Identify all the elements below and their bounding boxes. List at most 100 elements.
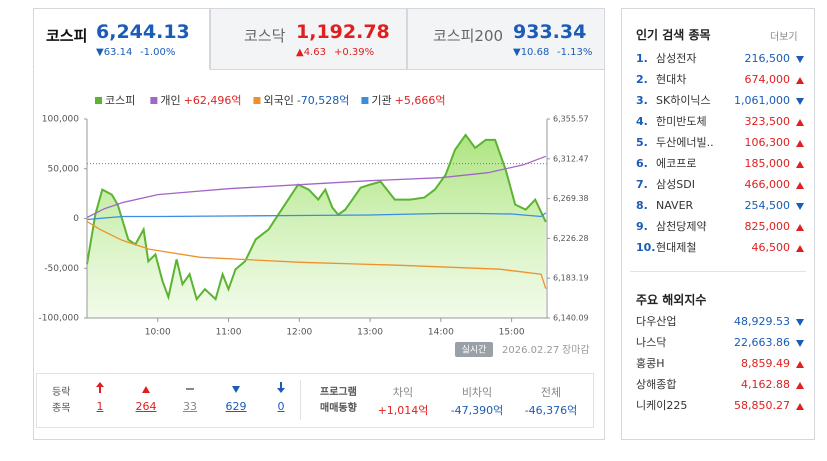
tab-change: ▼10.68 <box>513 47 550 58</box>
tab-name: 코스피200 <box>433 27 504 45</box>
popular-row[interactable]: 9. 삼천당제약 825,000 <box>636 218 806 236</box>
rank: 6. <box>636 157 648 170</box>
index-value: 58,850.27 <box>734 399 790 412</box>
index-name: 다우산업 <box>636 315 677 328</box>
tab-name: 코스닥 <box>244 27 286 45</box>
popular-row[interactable]: 4. 한미반도체 323,500 <box>636 113 806 131</box>
x-tick-label: 14:00 <box>428 328 454 338</box>
breadth-value[interactable]: 264 <box>135 400 157 413</box>
y2-tick-label: 6,312.47 <box>553 154 589 163</box>
overseas-row[interactable]: 다우산업 48,929.53 <box>636 313 806 331</box>
legend-label: 코스피 <box>105 94 135 107</box>
program-col-value: -46,376억 <box>524 404 578 417</box>
legend-value: +5,666억 <box>395 94 446 107</box>
trend-icon <box>796 77 804 84</box>
rank: 4. <box>636 115 648 128</box>
popular-row[interactable]: 10. 현대제철 46,500 <box>636 239 806 257</box>
rank: 7. <box>636 178 648 191</box>
popular-row[interactable]: 3. SK하이닉스 1,061,000 <box>636 92 806 110</box>
popular-row[interactable]: 5. 두산에너빌.. 106,300 <box>636 134 806 152</box>
legend-swatch <box>361 97 369 104</box>
legend-swatch <box>95 97 102 104</box>
index-value: 4,162.88 <box>741 378 790 391</box>
popular-row[interactable]: 7. 삼성SDI 466,000 <box>636 176 806 194</box>
stock-name: 삼성전자 <box>656 52 697 65</box>
y-tick-label: 100,000 <box>42 115 79 125</box>
popular-row[interactable]: 1. 삼성전자 216,500 <box>636 50 806 68</box>
program-col-name: 차익 <box>392 386 414 399</box>
stock-name: 현대제철 <box>656 241 697 254</box>
breadth-value[interactable]: 33 <box>183 400 197 413</box>
trend-icon <box>796 140 804 147</box>
x-tick-label: 15:00 <box>499 328 525 338</box>
stock-name: 에코프로 <box>656 157 697 170</box>
trend-icon <box>796 203 804 210</box>
trend-icon <box>796 245 804 252</box>
tab-change: ▼63.14 <box>96 47 133 58</box>
legend-label: 기관 <box>371 94 391 107</box>
tab-rate: -1.13% <box>557 47 593 58</box>
popular-row[interactable]: 6. 에코프로 185,000 <box>636 155 806 173</box>
stock-price: 254,500 <box>744 199 791 212</box>
tab[interactable]: 코스닥 1,192.78 ▲4.63 +0.39% <box>210 8 407 70</box>
index-name: 상해종합 <box>636 378 677 391</box>
index-name: 홍콩H <box>636 357 665 370</box>
tab-value: 1,192.78 <box>296 21 390 43</box>
breadth-value[interactable]: 629 <box>225 400 247 413</box>
x-tick-label: 12:00 <box>286 328 312 338</box>
trend-icon <box>796 382 804 389</box>
stock-price: 825,000 <box>744 220 791 233</box>
line <box>86 212 547 221</box>
trend-icon <box>796 403 804 410</box>
status-mode: 실시간 <box>462 345 487 356</box>
breadth-value[interactable]: 0 <box>277 400 285 413</box>
overseas-row[interactable]: 니케이225 58,850.27 <box>636 397 806 415</box>
stock-price: 466,000 <box>744 178 791 191</box>
overseas-title: 주요 해외지수 <box>636 293 707 307</box>
tab[interactable]: 코스피200 933.34 ▼10.68 -1.13% <box>407 8 605 70</box>
stock-name: SK하이닉스 <box>656 94 711 107</box>
rank: 2. <box>636 73 648 86</box>
status-date: 2026.02.27 <box>502 345 559 356</box>
side-panel <box>621 8 815 440</box>
tab-name: 코스피 <box>46 27 88 45</box>
program-col-name: 비차익 <box>461 386 493 399</box>
chart: 100,000 50,000 0 -50,000 -100,000 6,355.57 6,3… <box>39 94 590 357</box>
breadth-icon <box>95 382 105 394</box>
rank: 1. <box>636 52 648 65</box>
stock-price: 323,500 <box>744 115 791 128</box>
rank: 3. <box>636 94 648 107</box>
overseas-row[interactable]: 나스닥 22,663.86 <box>636 334 806 352</box>
overseas-row[interactable]: 상해종합 4,162.88 <box>636 376 806 394</box>
index-name: 나스닥 <box>636 336 667 349</box>
tab[interactable]: 코스피 6,244.13 ▼63.14 -1.00% <box>33 8 210 70</box>
more-link[interactable]: 더보기 <box>770 32 798 43</box>
breadth-value[interactable]: 1 <box>96 400 104 413</box>
tab-value: 6,244.13 <box>96 21 190 43</box>
index-value: 22,663.86 <box>734 336 790 349</box>
program-label: 매매동향 <box>320 403 357 414</box>
popular-row[interactable]: 8. NAVER 254,500 <box>636 197 806 215</box>
program-label: 프로그램 <box>320 387 357 398</box>
stock-price: 674,000 <box>744 73 791 86</box>
legend-swatch <box>150 97 158 104</box>
stock-name: 한미반도체 <box>656 115 707 128</box>
stats-box <box>36 373 594 428</box>
overseas-row[interactable]: 홍콩H 8,859.49 <box>636 355 806 373</box>
tab-rate: +0.39% <box>334 47 375 58</box>
stock-name: NAVER <box>656 199 694 212</box>
stock-price: 46,500 <box>751 241 791 254</box>
index-value: 8,859.49 <box>741 357 790 370</box>
popular-row[interactable]: 2. 현대차 674,000 <box>636 71 806 89</box>
x-tick-label: 10:00 <box>145 328 171 338</box>
legend-label: 외국인 <box>263 94 293 107</box>
popular-title: 인기 검색 종목 <box>636 28 711 42</box>
stock-price: 216,500 <box>744 52 791 65</box>
program-col-value: -47,390억 <box>450 404 504 417</box>
breadth-label: 종목 <box>52 403 71 414</box>
rank: 9. <box>636 220 648 233</box>
breadth-icon <box>231 382 241 394</box>
y2-tick-label: 6,226.28 <box>553 234 589 243</box>
stock-name: 삼천당제약 <box>656 220 707 233</box>
stock-name: 삼성SDI <box>656 178 695 191</box>
